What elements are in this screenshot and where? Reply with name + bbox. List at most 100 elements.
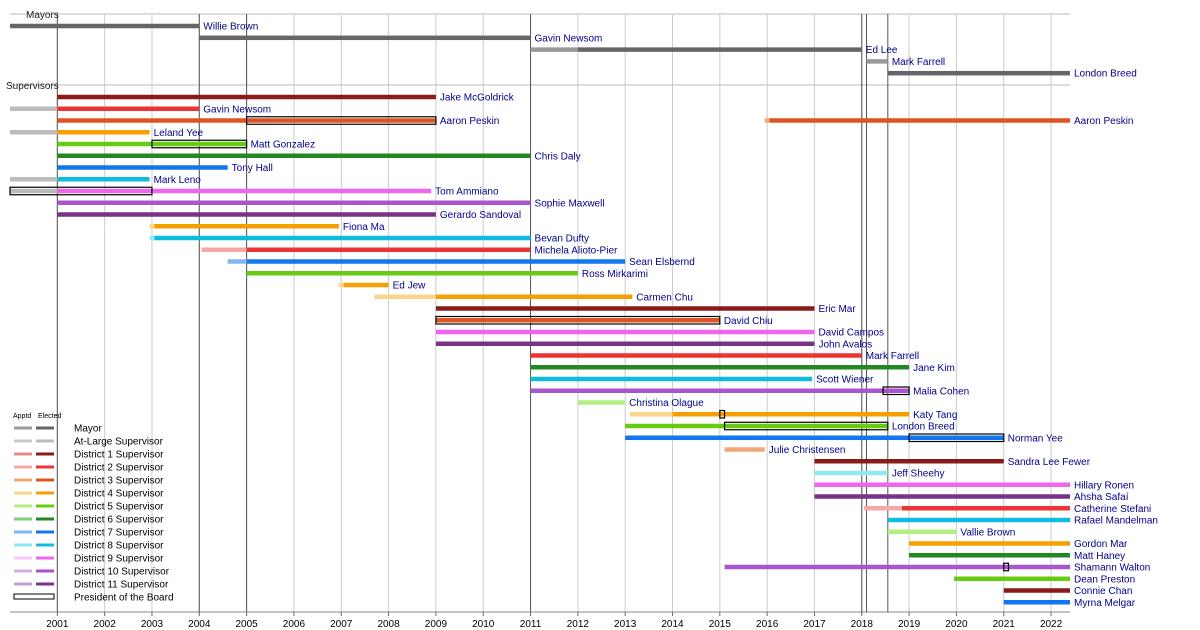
bar-david-campos-26-seg-0: [435, 329, 815, 335]
bar-tony-hall-12-seg-0: [57, 165, 228, 170]
president-outline-norman-yee-35-0: [908, 433, 1005, 443]
legend-swatch-appointed-district-3-supervisor: [14, 478, 32, 482]
label-mark-farrell-3: Mark Farrell: [892, 57, 945, 68]
label-dean-preston-47: Dean Preston: [1074, 574, 1135, 585]
label-connie-chan-48: Connie Chan: [1074, 586, 1132, 597]
president-outline-matt-gonzalez-10-0: [151, 139, 248, 149]
label-katy-tang-33: Katy Tang: [913, 410, 957, 421]
legend-swatch-appointed-district-8-supervisor: [14, 543, 32, 547]
bar-katy-tang-33-seg-0: [629, 412, 673, 417]
president-outline-tom-ammiano-14-0: [9, 186, 153, 196]
bar-mark-leno-13-seg-1: [57, 177, 150, 182]
legend: Apptd Elected Mayor At-Large Supervisor Dist…: [13, 413, 174, 604]
bar-gavin-newsom-7-seg-1: [57, 106, 200, 111]
bar-leland-yee-9-seg-0: [10, 130, 58, 135]
label-shamann-walton-46: Shamann Walton: [1074, 563, 1150, 574]
bar-eric-mar-24-seg-0: [435, 306, 815, 311]
label-norman-yee-35: Norman Yee: [1008, 433, 1063, 444]
bar-michela-alioto-pier-19-seg-0: [201, 247, 247, 252]
section-label-mayors: Mayors: [26, 10, 59, 21]
x-tick-label-2020: 2020: [945, 619, 968, 630]
x-tick-label-2005: 2005: [235, 619, 258, 630]
label-sean-elsbernd-20: Sean Elsbernd: [629, 257, 695, 268]
bar-michela-alioto-pier-19-seg-1: [246, 247, 531, 252]
bar-hillary-ronen-39-seg-0: [814, 482, 1070, 487]
legend-swatch-elected-district-4-supervisor: [36, 491, 54, 495]
legend-swatch-appointed-district-2-supervisor: [14, 465, 32, 469]
president-outline-shamann-walton-46-0: [1003, 562, 1010, 572]
legend-swatch-elected-district-8-supervisor: [36, 543, 54, 547]
label-fiona-ma-17: Fiona Ma: [343, 222, 385, 233]
label-willie-brown-0: Willie Brown: [203, 22, 258, 33]
label-carmen-chu-23: Carmen Chu: [636, 292, 693, 303]
x-tick-labels-layer: 2001 2002 2003 2004 2005 2006 2007 2008 2009 2010…: [46, 619, 1062, 630]
bar-jake-mcgoldrick-6-seg-0: [57, 94, 436, 100]
label-david-chiu-25: David Chiu: [724, 316, 773, 327]
bar-gavin-newsom-1-seg-0: [199, 35, 531, 41]
x-tick-label-2011: 2011: [520, 619, 542, 630]
label-julie-christensen-36: Julie Christensen: [769, 445, 846, 456]
bar-ross-mirkarimi-21-seg-0: [246, 271, 578, 276]
bar-ed-jew-22-seg-1: [343, 282, 389, 288]
x-tick-label-2003: 2003: [141, 619, 164, 630]
bar-sean-elsbernd-20-seg-1: [246, 259, 626, 264]
bar-catherine-stefani-41-seg-1: [902, 506, 1070, 511]
label-chris-daly-11: Chris Daly: [535, 151, 581, 162]
label-matt-gonzalez-10: Matt Gonzalez: [251, 140, 315, 151]
bar-sophie-maxwell-15-seg-0: [57, 200, 531, 205]
bar-carmen-chu-23-seg-0: [374, 294, 436, 299]
label-hillary-ronen-39: Hillary Ronen: [1074, 480, 1134, 491]
bar-myrna-melgar-49-seg-0: [1003, 600, 1070, 605]
grid-layer: [10, 13, 1070, 616]
legend-swatch-elected-district-10-supervisor: [36, 569, 54, 573]
tenure-bars-layer: [9, 23, 1070, 605]
bar-sean-elsbernd-20-seg-0: [227, 259, 247, 264]
legend-swatch-appointed-district-9-supervisor: [14, 556, 32, 560]
legend-swatch-elected-district-11-supervisor: [36, 582, 54, 586]
x-tick-label-2007: 2007: [330, 619, 353, 630]
label-jeff-sheehy-38: Jeff Sheehy: [892, 469, 945, 480]
bar-aaron-peskin-8-seg-0: [764, 118, 770, 123]
x-tick-label-2018: 2018: [851, 619, 874, 630]
bar-catherine-stefani-41-seg-0: [864, 506, 903, 511]
legend-swatch-elected-district-7-supervisor: [36, 530, 54, 534]
bar-gavin-newsom-7-seg-0: [10, 106, 58, 111]
bar-john-avalos-27-seg-0: [435, 341, 815, 346]
label-vallie-brown-43: Vallie Brown: [960, 527, 1015, 538]
legend-label-district-5-supervisor: District 5 Supervisor: [74, 502, 164, 513]
label-tony-hall-12: Tony Hall: [232, 163, 273, 174]
label-gavin-newsom-7: Gavin Newsom: [203, 104, 271, 115]
legend-header-elected: Elected: [38, 413, 61, 420]
president-outline-david-chiu-25-0: [435, 315, 721, 325]
legend-label-district-2-supervisor: District 2 Supervisor: [74, 463, 164, 474]
legend-swatch-elected-district-6-supervisor: [36, 517, 54, 521]
legend-swatch-elected-district-2-supervisor: [36, 465, 54, 469]
label-london-breed-34: London Breed: [892, 422, 955, 433]
legend-swatch-appointed-district-7-supervisor: [14, 530, 32, 534]
bar-ed-lee-2-seg-0: [530, 47, 578, 52]
legend-swatch-elected-district-5-supervisor: [36, 504, 54, 508]
bar-sandra-lee-fewer-37-seg-0: [814, 459, 1004, 464]
bar-gerardo-sandoval-16-seg-0: [57, 212, 436, 217]
bar-gordon-mar-44-seg-0: [909, 541, 1070, 546]
label-gavin-newsom-1: Gavin Newsom: [535, 33, 603, 44]
label-leland-yee-9: Leland Yee: [154, 128, 204, 139]
bar-bevan-dufty-18-seg-0: [149, 235, 155, 241]
bar-carmen-chu-23-seg-1: [435, 294, 633, 299]
x-tick-label-2016: 2016: [756, 619, 779, 630]
label-sophie-maxwell-15: Sophie Maxwell: [535, 198, 605, 209]
bar-mark-farrell-3-seg-0: [866, 59, 888, 64]
label-scott-wiener-30: Scott Wiener: [816, 375, 874, 386]
bar-matt-haney-45-seg-0: [909, 553, 1070, 558]
x-tick-label-2004: 2004: [188, 619, 211, 630]
president-outline-london-breed-34-0: [723, 421, 889, 431]
bar-leland-yee-9-seg-1: [57, 130, 150, 135]
label-aaron-peskin-8: Aaron Peskin: [1074, 116, 1133, 127]
label-david-campos-26: David Campos: [818, 328, 884, 339]
label-sandra-lee-fewer-37: Sandra Lee Fewer: [1008, 457, 1091, 468]
bar-scott-wiener-30-seg-0: [530, 376, 813, 382]
legend-swatch-elected-mayor: [36, 426, 54, 430]
legend-label-district-11-supervisor: District 11 Supervisor: [74, 580, 169, 591]
legend-swatch-appointed-district-1-supervisor: [14, 452, 32, 456]
